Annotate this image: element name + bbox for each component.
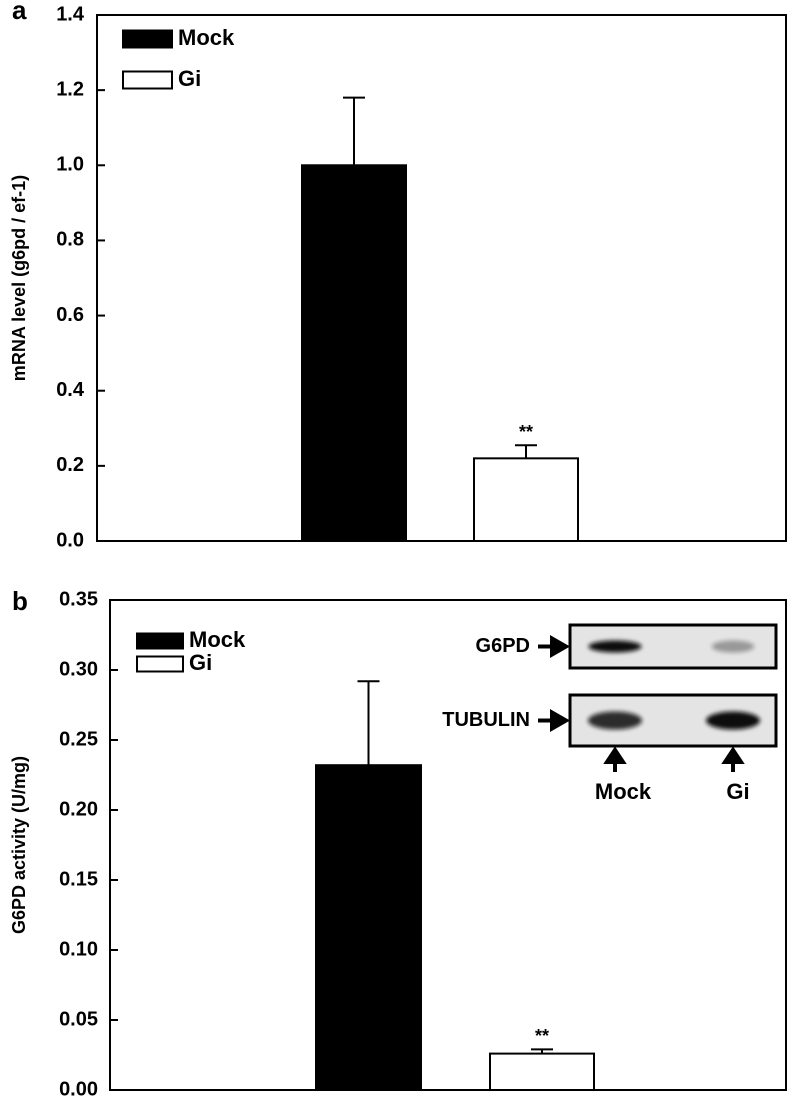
significance-mark: ** [519, 422, 533, 442]
blot-band [711, 640, 755, 653]
y-axis-label: mRNA level (g6pd / ef-1) [9, 175, 29, 381]
y-tick-label: 0.35 [59, 588, 98, 610]
blot-lane-label: Gi [726, 779, 749, 804]
arrow [538, 709, 571, 732]
blot-lane-label: Mock [595, 779, 652, 804]
arrow [721, 746, 745, 772]
y-tick-label: 0.05 [59, 1008, 98, 1030]
legend-label: Gi [178, 66, 201, 91]
y-tick-label: 1.4 [56, 3, 85, 25]
legend-swatch [136, 632, 184, 650]
legend-swatch [122, 29, 173, 49]
blot-band [706, 711, 760, 730]
legend-label: Mock [178, 25, 235, 50]
error-bar [515, 444, 537, 459]
blot-band [588, 711, 642, 730]
y-tick-label: 0.2 [56, 454, 84, 476]
y-tick-label: 0.30 [59, 658, 98, 680]
y-tick-label: 0.25 [59, 728, 98, 750]
arrow [603, 746, 627, 772]
y-tick-label: 0.4 [56, 379, 85, 401]
bar [315, 764, 422, 1091]
arrow [538, 635, 571, 658]
error-bar [357, 680, 380, 766]
plot-frame [96, 14, 787, 542]
y-tick-label: 1.0 [56, 154, 84, 176]
y-tick-label: 0.20 [59, 798, 98, 820]
panel-label: b [12, 586, 28, 616]
y-tick-label: 0.10 [59, 938, 98, 960]
y-tick-label: 0.00 [59, 1078, 98, 1100]
legend-swatch [122, 70, 173, 90]
bar [301, 164, 407, 543]
bar [473, 457, 579, 543]
panel-label: a [12, 0, 27, 25]
bar [489, 1052, 595, 1091]
error-bar [343, 96, 365, 166]
blot-band [588, 640, 642, 653]
blot-row-label: G6PD [476, 635, 530, 657]
y-axis-label: G6PD activity (U/mg) [9, 756, 29, 934]
plot-frame [109, 599, 787, 1091]
y-tick-label: 0.6 [56, 304, 84, 326]
y-tick-label: 0.0 [56, 529, 84, 551]
legend-label: Mock [189, 627, 246, 652]
y-tick-label: 0.15 [59, 868, 98, 890]
error-bar [531, 1048, 553, 1054]
y-tick-label: 1.2 [56, 78, 84, 100]
blot-row-label: TUBULIN [442, 709, 530, 731]
legend-label: Gi [189, 650, 212, 675]
y-tick-label: 0.8 [56, 229, 84, 251]
significance-mark: ** [535, 1026, 549, 1046]
legend-swatch [136, 655, 184, 673]
